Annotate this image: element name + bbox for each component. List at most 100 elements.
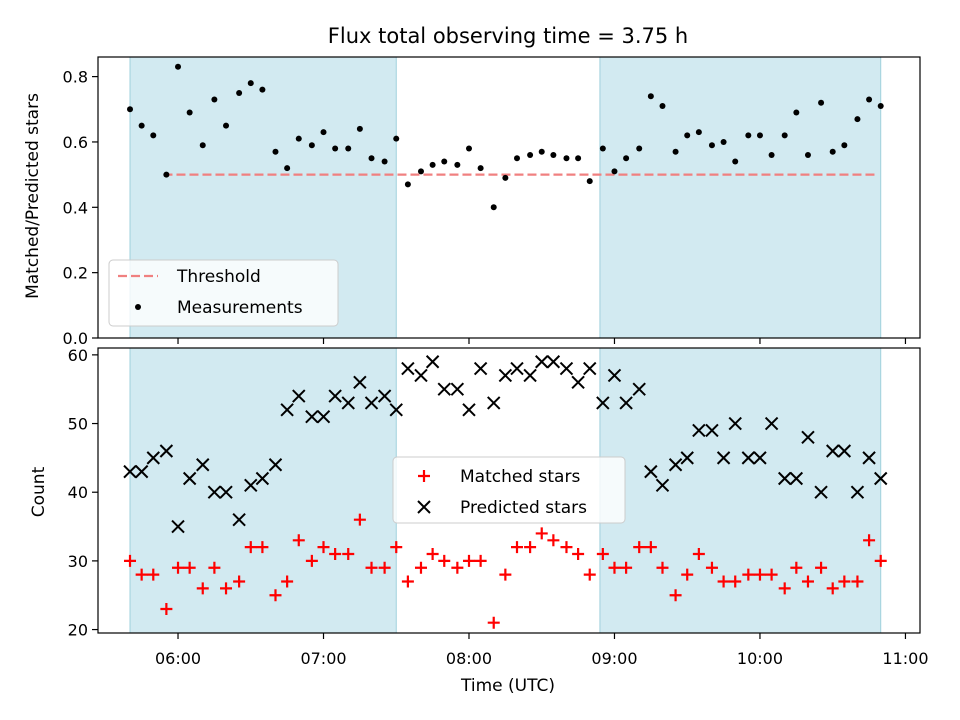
data-point [851,575,864,588]
data-point [804,152,811,159]
legend-measurements-label: Measurements [177,298,303,318]
series-predicted-stars [123,355,888,534]
data-point [236,89,243,96]
data-point [269,589,282,602]
y-tick-label: 20 [68,621,88,640]
data-point [790,561,803,574]
data-point [465,145,472,152]
data-point [377,389,392,403]
data-point [199,142,206,149]
data-point [514,155,521,162]
data-point [655,478,670,493]
data-point [207,485,222,499]
data-point [292,389,306,403]
data-point [127,106,134,113]
data-point [378,561,391,574]
data-point [454,161,461,168]
data-point [292,534,305,547]
data-point [244,478,258,493]
series-matched-stars [124,513,887,629]
data-point [838,575,851,588]
data-point [768,152,775,159]
data-point [837,444,852,458]
y-axis-label-top: Matched/Predicted stars [23,93,43,299]
data-point [596,548,609,561]
data-point [866,96,873,103]
data-point [668,458,683,472]
data-point [499,568,512,581]
data-point [777,471,792,486]
data-point [498,368,513,383]
data-point [826,582,839,595]
data-point [669,589,682,602]
data-point [342,548,355,561]
data-point [208,561,221,574]
x-tick-label: 09:00 [591,649,637,668]
data-point [596,396,610,410]
legend-predicted-swatch [417,500,431,514]
data-point [599,145,606,152]
data-point [644,541,657,554]
data-point [632,382,646,396]
data-point [716,451,731,465]
data-point [619,396,633,410]
data-point [607,368,622,383]
data-point [268,458,283,472]
y-tick-label: 0.4 [63,198,88,217]
legend-box [108,259,339,327]
data-point [717,575,730,588]
data-point [414,561,427,574]
data-point [365,561,378,574]
data-point [160,602,173,615]
data-point [450,382,465,396]
chart-title: Flux total observing time = 3.75 h [328,24,688,48]
data-point [753,568,766,581]
data-point [586,178,593,185]
data-point [219,485,233,499]
legend-matched-label: Matched stars [460,467,580,487]
data-point [538,148,545,155]
data-point [256,541,269,554]
data-point [695,129,702,136]
data-point [633,541,646,554]
data-point [741,451,756,465]
data-point [789,471,804,486]
data-point [305,554,318,567]
data-point [182,471,197,486]
data-point [341,396,355,410]
legend-box [392,456,626,524]
x-tick-label: 06:00 [155,649,201,668]
data-point [756,132,763,139]
data-point [308,142,315,149]
data-point [524,541,537,554]
data-point [438,554,451,567]
data-point [850,485,865,499]
data-point [244,541,257,554]
data-point [510,361,524,376]
data-point [332,145,339,152]
data-point [441,158,448,165]
data-point [163,171,170,178]
legend: Matched stars Predicted stars [392,456,626,524]
data-point [705,423,719,438]
data-point [473,361,488,376]
data-point [196,582,209,595]
data-point [171,519,185,534]
data-point [393,135,400,142]
data-point [672,148,679,155]
data-point [317,541,330,554]
data-point [829,148,836,155]
data-point [841,142,848,149]
data-point [502,174,509,181]
data-point [659,103,666,110]
data-point [644,464,658,479]
data-point [426,548,439,561]
data-point [220,582,233,595]
observing-interval-1 [599,56,882,339]
observing-interval-1 [599,347,882,634]
data-point [728,416,742,431]
data-point [692,423,706,438]
data-point [328,389,342,403]
data-point [368,155,375,162]
data-point [523,368,537,383]
